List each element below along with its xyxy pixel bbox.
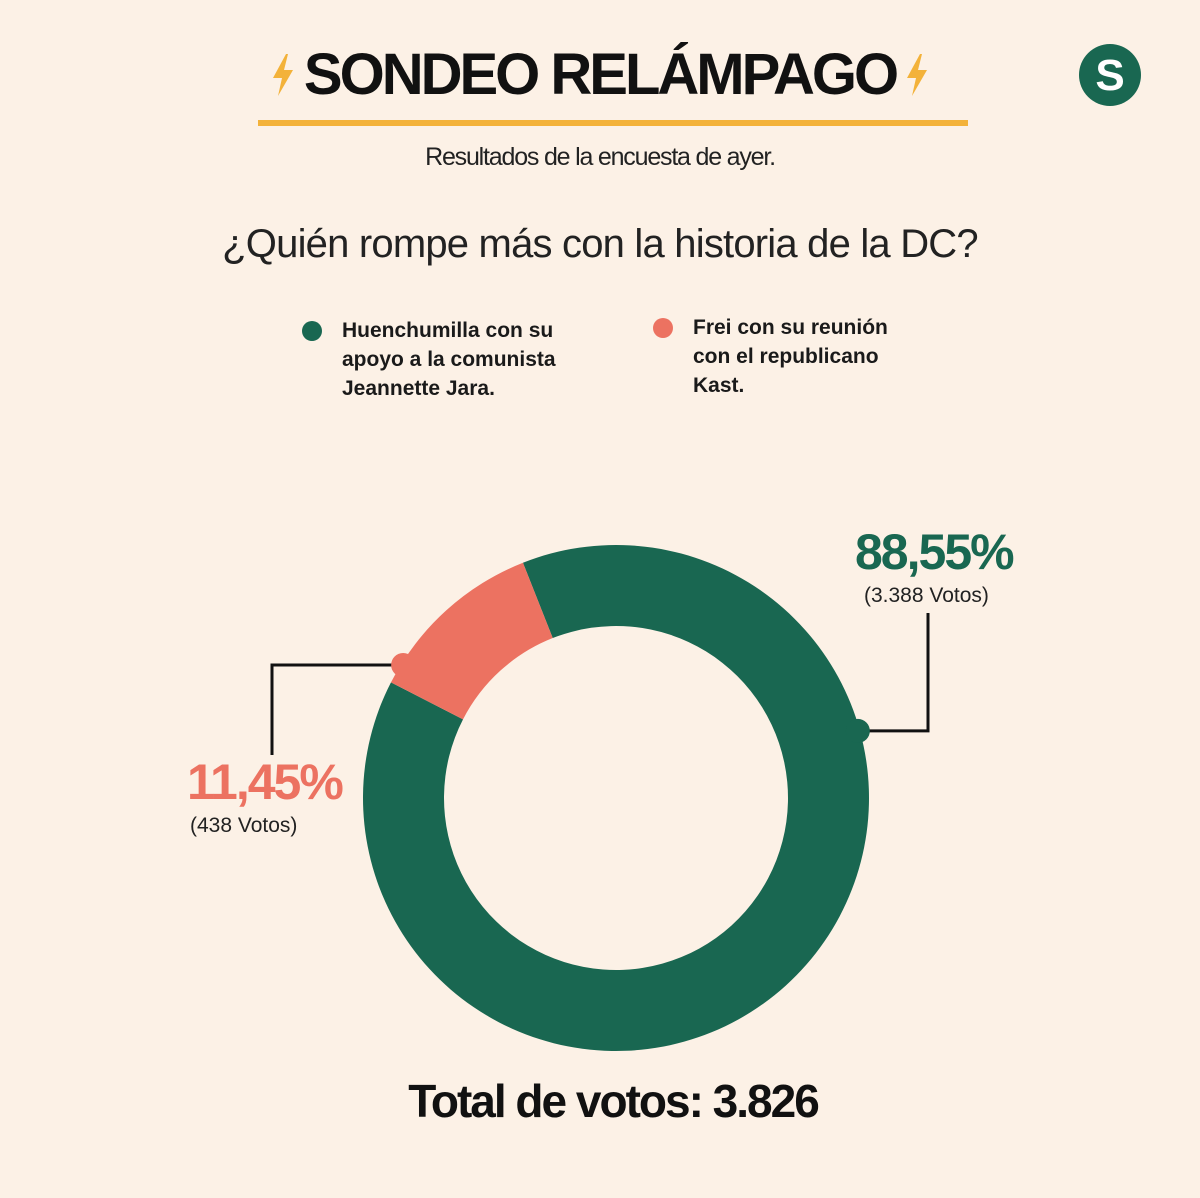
lightning-bolt-icon [907, 54, 928, 96]
subtitle: Resultados de la encuesta de ayer. [425, 143, 776, 171]
slice-percent-huenchumilla: 88,55% [855, 524, 1015, 580]
leader-dot-frei [391, 652, 416, 677]
lightning-bolt-icon [272, 54, 293, 96]
logo-letter: S [1095, 51, 1124, 100]
legend-dot-red [653, 318, 673, 338]
page-title: SONDEO RELÁMPAGO [303, 42, 899, 107]
brand-logo: S [1079, 44, 1141, 106]
legend-item-huenchumilla: Huenchumilla con su apoyo a la comunista… [302, 316, 592, 403]
leader-line-huenchumilla [857, 613, 930, 733]
total-votes: Total de votos: 3.826 [408, 1075, 820, 1127]
legend-label: Huenchumilla con su apoyo a la comunista… [342, 319, 556, 400]
donut-slice [390, 562, 553, 720]
slice-votes-huenchumilla: (3.388 Votos) [864, 584, 989, 607]
legend-item-frei: Frei con su reunión con el republicano K… [653, 313, 923, 400]
leader-line-frei [270, 663, 404, 755]
leader-dot-huenchumilla [845, 718, 870, 743]
slice-votes-frei: (438 Votos) [190, 814, 298, 837]
legend-dot-green [302, 321, 322, 341]
poll-question: ¿Quién rompe más con la historia de la D… [222, 222, 978, 266]
slice-percent-frei: 11,45% [187, 754, 344, 810]
donut-slice [362, 545, 869, 1051]
legend-label: Frei con su reunión con el republicano K… [693, 316, 888, 397]
title-underline [258, 120, 968, 126]
header: SONDEO RELÁMPAGO [0, 46, 1200, 104]
